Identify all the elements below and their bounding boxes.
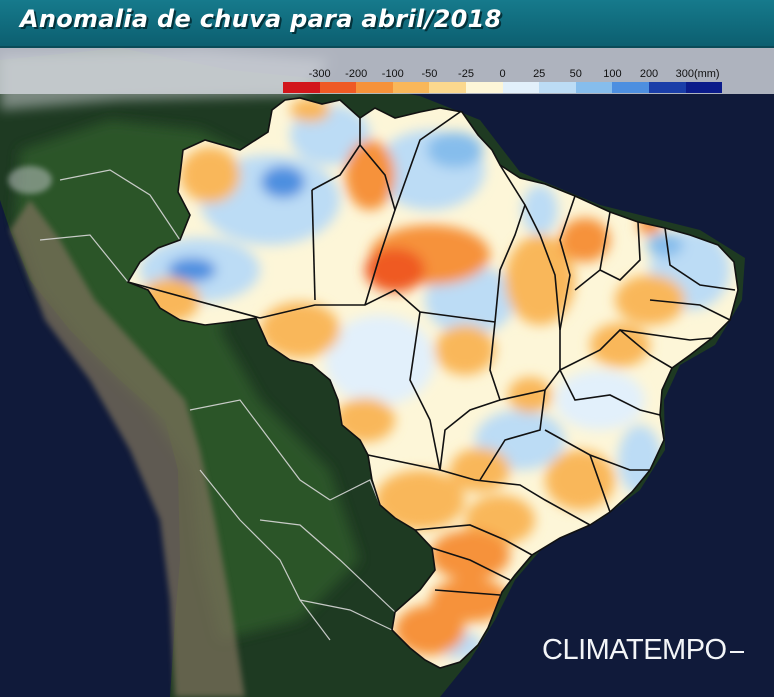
legend-label: -25: [458, 68, 474, 80]
legend-swatch: [685, 82, 723, 93]
legend-label: 200: [639, 68, 659, 80]
legend-swatch: [539, 82, 576, 93]
map-title: Anomalia de chuva para abril/2018: [20, 5, 502, 33]
amazon-green: [15, 120, 360, 640]
legend-label: -200: [345, 68, 368, 80]
legend-swatch: [319, 82, 357, 93]
logo-dash: [730, 651, 744, 653]
legend-label: 300(mm): [675, 68, 720, 80]
legend-label: 25: [533, 68, 546, 80]
legend-labels: -300 -200 -100 -50 -25 0 25 50 100 200 300(mm): [280, 68, 760, 82]
legend-label: 100: [603, 68, 622, 80]
legend-swatch: [283, 82, 320, 93]
title-bar: Anomalia de chuva para abril/2018: [0, 0, 774, 48]
legend-swatch: [429, 82, 466, 93]
legend-label: 50: [569, 68, 582, 80]
state-borders: [126, 97, 739, 669]
andes-range: [10, 200, 245, 697]
legend-swatch: [612, 82, 649, 93]
cloud-patch: [8, 166, 52, 194]
legend-swatch: [648, 82, 686, 93]
legend-label: -50: [421, 68, 438, 80]
legend-swatch: [575, 82, 613, 93]
legend-swatch: [392, 82, 430, 93]
legend-swatch: [465, 82, 503, 93]
legend-swatch: [356, 82, 393, 93]
legend-color-scale: [283, 82, 723, 93]
legend-swatch: [502, 82, 540, 93]
legend-label: -300: [308, 68, 331, 80]
legend-label: -100: [381, 68, 404, 80]
legend-label: 0: [499, 68, 506, 80]
climatempo-logo: CLIMATEMPO: [542, 634, 727, 666]
